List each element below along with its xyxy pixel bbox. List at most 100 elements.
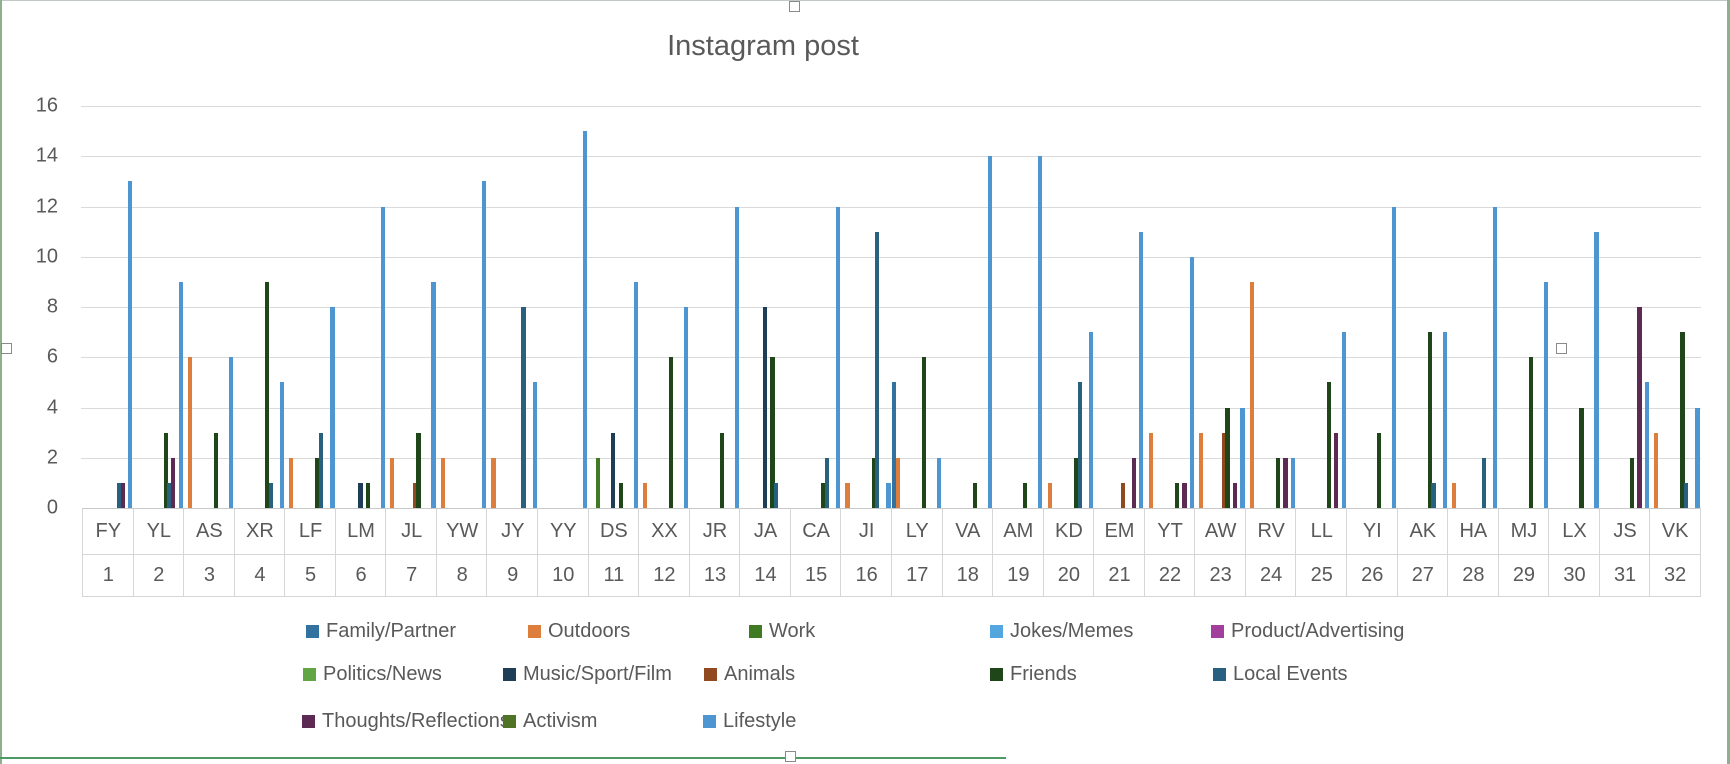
bar-lifestyle-vk[interactable] [1695,407,1700,508]
bar-outdoors-vk[interactable] [1654,432,1659,508]
bar-friends-ca[interactable] [820,482,826,508]
bar-animals-jl[interactable] [412,482,417,508]
chart-title[interactable]: Instagram post [667,30,859,62]
bar-outdoors-yt[interactable] [1148,432,1153,508]
bar-friends-ji[interactable] [871,457,876,508]
bar-friends-jr[interactable] [719,432,725,508]
bar-lifestyle-ji[interactable] [886,482,891,508]
bar-local-events-fy[interactable] [116,482,122,508]
bar-friends-ll[interactable] [1326,382,1331,508]
bar-outdoors-kd[interactable] [1047,482,1052,508]
bar-lifestyle-mj[interactable] [1543,281,1548,508]
legend-item-animals[interactable]: Animals [704,661,795,687]
bar-local-events-ca[interactable] [824,457,829,508]
bar-outdoors-ly[interactable] [895,457,901,508]
bar-lifestyle-em[interactable] [1139,231,1144,508]
bar-friends-am[interactable] [1023,482,1028,508]
bar-lifestyle-aw[interactable] [1240,407,1245,508]
bar-friends-lf[interactable] [315,457,320,508]
bar-lifestyle-rv[interactable] [1290,457,1296,508]
bar-outdoors-yw[interactable] [440,457,446,508]
legend-item-activism[interactable]: Activism [503,708,597,734]
bar-lifestyle-yt[interactable] [1189,256,1195,508]
resize-handle-right-middle[interactable] [1556,343,1567,354]
bar-friends-xx[interactable] [669,357,674,508]
legend-item-lifestyle[interactable]: Lifestyle [703,708,796,734]
bar-lifestyle-ak[interactable] [1442,332,1447,508]
bar-lifestyle-jl[interactable] [431,281,436,508]
bar-friends-lm[interactable] [365,482,371,508]
bar-local-events-yl[interactable] [167,482,172,508]
bar-friends-yt[interactable] [1174,482,1180,508]
legend-item-politics-news[interactable]: Politics/News [303,661,442,687]
bar-friends-rv[interactable] [1276,457,1281,508]
bar-outdoors-aw[interactable] [1199,432,1204,508]
bar-local-events-ha[interactable] [1481,457,1487,508]
bar-local-events-jy[interactable] [521,307,526,508]
bar-lifestyle-yy[interactable] [583,131,588,508]
bar-friends-js[interactable] [1629,457,1635,508]
bar-friends-ja[interactable] [770,357,775,508]
bar-friends-yi[interactable] [1377,432,1382,508]
bar-lifestyle-js[interactable] [1644,382,1650,508]
bar-outdoors-ji[interactable] [845,482,850,508]
bar-lifestyle-ha[interactable] [1493,206,1498,508]
bar-friends-xr[interactable] [264,281,269,508]
legend-item-friends[interactable]: Friends [990,661,1077,687]
bar-outdoors-jl[interactable] [390,457,395,508]
bar-lifestyle-yw[interactable] [482,181,487,508]
bar-outdoors-ha[interactable] [1452,482,1457,508]
bar-friends-vk[interactable] [1680,332,1685,508]
bar-family-partner-ly[interactable] [892,382,897,508]
bar-animals-aw[interactable] [1221,432,1226,508]
resize-handle-left-middle[interactable] [1,343,12,354]
legend-item-music-sport-film[interactable]: Music/Sport/Film [503,661,672,687]
bar-music-sport-film-ja[interactable] [762,307,768,508]
bar-music-sport-film-lm[interactable] [358,482,363,508]
bar-lifestyle-lx[interactable] [1594,231,1599,508]
bar-friends-ak[interactable] [1427,332,1432,508]
bar-friends-va[interactable] [972,482,977,508]
bar-lifestyle-ll[interactable] [1341,332,1346,508]
bar-local-events-vk[interactable] [1684,482,1689,508]
bar-thoughts-reflections-yl[interactable] [171,457,176,508]
bar-outdoors-jy[interactable] [491,457,496,508]
resize-handle-bottom-center[interactable] [785,751,796,762]
bar-lifestyle-kd[interactable] [1088,332,1093,508]
bar-outdoors-xx[interactable] [643,482,648,508]
bar-friends-mj[interactable] [1528,357,1533,508]
bar-lifestyle-yl[interactable] [178,281,183,508]
bar-work-ds[interactable] [596,457,601,508]
bar-lifestyle-lm[interactable] [380,206,386,508]
bar-local-events-kd[interactable] [1077,382,1082,508]
bar-local-events-lf[interactable] [319,432,324,508]
bar-friends-kd[interactable] [1073,457,1078,508]
bar-lifestyle-va[interactable] [987,156,992,508]
bar-friends-yl[interactable] [163,432,168,508]
bar-lifestyle-jy[interactable] [532,382,537,508]
bar-outdoors-rv[interactable] [1249,281,1254,508]
bar-lifestyle-as[interactable] [229,357,234,508]
bar-thoughts-reflections-ll[interactable] [1334,432,1339,508]
legend-item-outdoors[interactable]: Outdoors [528,618,630,644]
bar-friends-as[interactable] [214,432,219,508]
bar-local-events-ja[interactable] [774,482,779,508]
bar-lifestyle-fy[interactable] [128,181,133,508]
bar-outdoors-as[interactable] [188,357,193,508]
bar-friends-ly[interactable] [922,357,927,508]
legend-item-thoughts-reflections[interactable]: Thoughts/Reflections [302,708,510,734]
bar-friends-lx[interactable] [1579,407,1584,508]
bar-animals-em[interactable] [1120,482,1125,508]
legend-item-family-partner[interactable]: Family/Partner [306,618,456,644]
bar-lifestyle-jr[interactable] [734,206,739,508]
bar-thoughts-reflections-rv[interactable] [1283,457,1288,508]
bar-friends-jl[interactable] [416,432,421,508]
bar-lifestyle-ly[interactable] [937,457,942,508]
bar-local-events-ji[interactable] [875,231,880,508]
bar-lifestyle-am[interactable] [1038,156,1043,508]
bar-thoughts-reflections-em[interactable] [1131,457,1136,508]
legend-item-product-advertising[interactable]: Product/Advertising [1211,618,1404,644]
bar-lifestyle-ds[interactable] [633,281,638,508]
bar-outdoors-lf[interactable] [289,457,294,508]
bar-lifestyle-yi[interactable] [1392,206,1397,508]
